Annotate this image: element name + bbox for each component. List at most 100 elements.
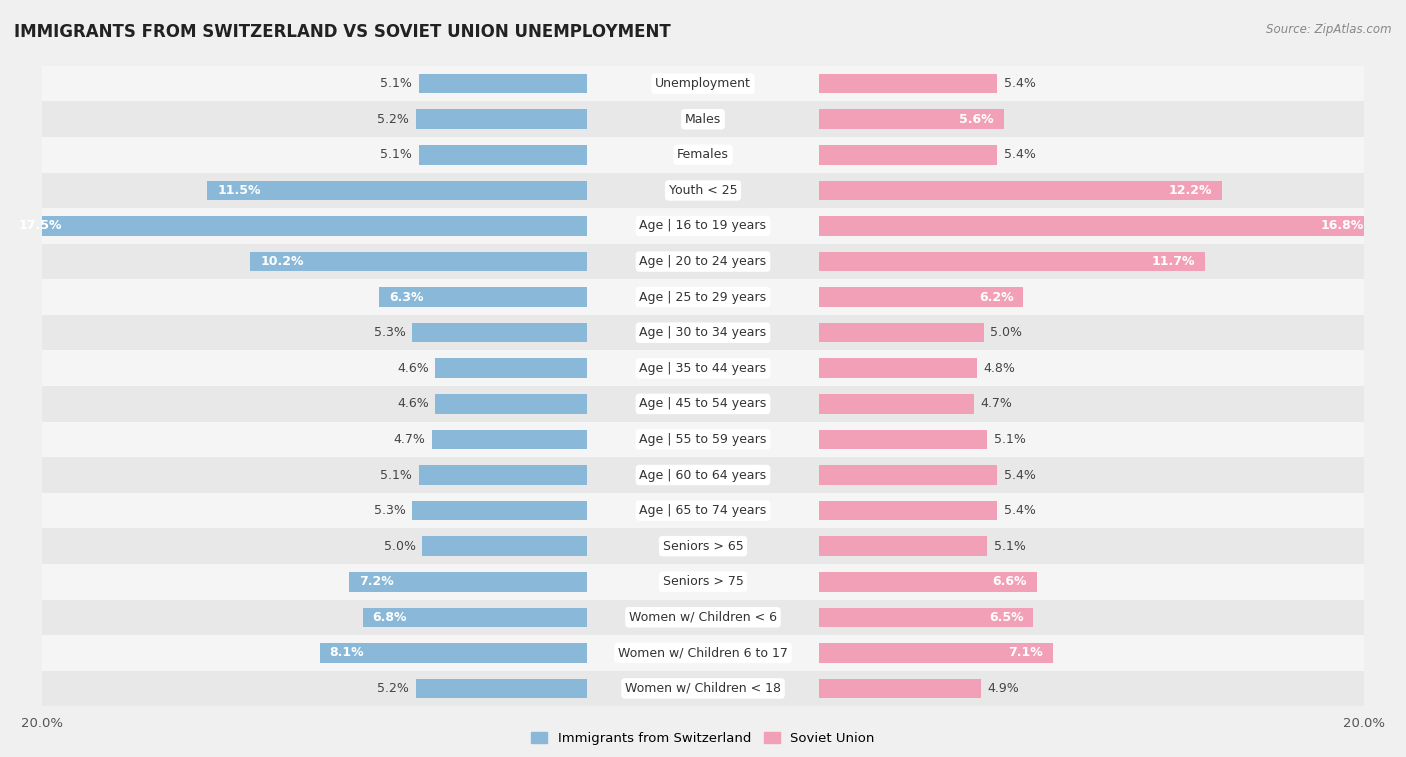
Text: Age | 45 to 54 years: Age | 45 to 54 years: [640, 397, 766, 410]
Bar: [818, 501, 997, 520]
Text: Females: Females: [678, 148, 728, 161]
Text: 5.2%: 5.2%: [377, 682, 409, 695]
Text: 6.2%: 6.2%: [979, 291, 1014, 304]
Text: 5.1%: 5.1%: [994, 433, 1025, 446]
Text: Males: Males: [685, 113, 721, 126]
Text: 5.2%: 5.2%: [377, 113, 409, 126]
Text: 16.8%: 16.8%: [1320, 220, 1364, 232]
Bar: [818, 679, 980, 698]
Text: Age | 25 to 29 years: Age | 25 to 29 years: [640, 291, 766, 304]
Bar: [10, 217, 588, 235]
Text: 5.0%: 5.0%: [384, 540, 416, 553]
Text: 4.6%: 4.6%: [396, 397, 429, 410]
Bar: [42, 244, 1364, 279]
Text: 5.6%: 5.6%: [959, 113, 994, 126]
Bar: [380, 288, 588, 307]
Text: Age | 20 to 24 years: Age | 20 to 24 years: [640, 255, 766, 268]
Bar: [432, 430, 588, 449]
Text: Age | 55 to 59 years: Age | 55 to 59 years: [640, 433, 766, 446]
Text: Age | 65 to 74 years: Age | 65 to 74 years: [640, 504, 766, 517]
Text: Age | 16 to 19 years: Age | 16 to 19 years: [640, 220, 766, 232]
Text: 10.2%: 10.2%: [260, 255, 304, 268]
Bar: [818, 181, 1222, 200]
Bar: [42, 101, 1364, 137]
Bar: [207, 181, 588, 200]
Bar: [412, 501, 588, 520]
Text: Women w/ Children < 6: Women w/ Children < 6: [628, 611, 778, 624]
Bar: [42, 528, 1364, 564]
Text: 5.4%: 5.4%: [1004, 504, 1036, 517]
Text: 5.1%: 5.1%: [381, 77, 412, 90]
Text: 4.7%: 4.7%: [394, 433, 426, 446]
Text: 12.2%: 12.2%: [1168, 184, 1212, 197]
Bar: [818, 643, 1053, 662]
Bar: [818, 252, 1205, 271]
Bar: [42, 457, 1364, 493]
Bar: [42, 66, 1364, 101]
Text: 5.3%: 5.3%: [374, 504, 405, 517]
Bar: [436, 359, 588, 378]
Text: 6.6%: 6.6%: [993, 575, 1026, 588]
Bar: [319, 643, 588, 662]
Text: 5.4%: 5.4%: [1004, 77, 1036, 90]
Text: 4.7%: 4.7%: [980, 397, 1012, 410]
Bar: [42, 635, 1364, 671]
Bar: [42, 564, 1364, 600]
Text: Unemployment: Unemployment: [655, 77, 751, 90]
Text: Women w/ Children < 18: Women w/ Children < 18: [626, 682, 780, 695]
Bar: [419, 466, 588, 484]
Bar: [818, 145, 997, 164]
Text: 8.1%: 8.1%: [329, 646, 364, 659]
Text: Age | 60 to 64 years: Age | 60 to 64 years: [640, 469, 766, 481]
Bar: [436, 394, 588, 413]
Text: 5.4%: 5.4%: [1004, 469, 1036, 481]
Text: 5.4%: 5.4%: [1004, 148, 1036, 161]
Bar: [818, 217, 1374, 235]
Bar: [350, 572, 588, 591]
Bar: [42, 315, 1364, 350]
Text: Age | 30 to 34 years: Age | 30 to 34 years: [640, 326, 766, 339]
Text: Seniors > 75: Seniors > 75: [662, 575, 744, 588]
Bar: [416, 679, 588, 698]
Bar: [818, 466, 997, 484]
Text: 5.1%: 5.1%: [994, 540, 1025, 553]
Text: 5.0%: 5.0%: [990, 326, 1022, 339]
Text: 7.1%: 7.1%: [1008, 646, 1043, 659]
Text: Age | 35 to 44 years: Age | 35 to 44 years: [640, 362, 766, 375]
Bar: [42, 208, 1364, 244]
Text: 11.5%: 11.5%: [218, 184, 260, 197]
Text: 5.3%: 5.3%: [374, 326, 405, 339]
Bar: [42, 386, 1364, 422]
Text: 11.7%: 11.7%: [1152, 255, 1195, 268]
Bar: [42, 422, 1364, 457]
Bar: [818, 288, 1024, 307]
Text: 4.9%: 4.9%: [987, 682, 1019, 695]
Text: 5.1%: 5.1%: [381, 469, 412, 481]
Text: 6.8%: 6.8%: [373, 611, 408, 624]
Bar: [818, 572, 1036, 591]
Bar: [818, 430, 987, 449]
Text: 6.3%: 6.3%: [389, 291, 423, 304]
Text: 4.6%: 4.6%: [396, 362, 429, 375]
Bar: [818, 74, 997, 93]
Bar: [42, 671, 1364, 706]
Bar: [818, 537, 987, 556]
Bar: [42, 137, 1364, 173]
Bar: [818, 608, 1033, 627]
Text: 7.2%: 7.2%: [360, 575, 394, 588]
Bar: [416, 110, 588, 129]
Bar: [818, 394, 974, 413]
Text: Women w/ Children 6 to 17: Women w/ Children 6 to 17: [619, 646, 787, 659]
Bar: [818, 110, 1004, 129]
Bar: [412, 323, 588, 342]
Bar: [818, 359, 977, 378]
Text: IMMIGRANTS FROM SWITZERLAND VS SOVIET UNION UNEMPLOYMENT: IMMIGRANTS FROM SWITZERLAND VS SOVIET UN…: [14, 23, 671, 41]
Bar: [363, 608, 588, 627]
Bar: [42, 350, 1364, 386]
Text: Source: ZipAtlas.com: Source: ZipAtlas.com: [1267, 23, 1392, 36]
Bar: [818, 323, 984, 342]
Bar: [42, 493, 1364, 528]
Text: 17.5%: 17.5%: [20, 220, 62, 232]
Text: 4.8%: 4.8%: [984, 362, 1015, 375]
Bar: [250, 252, 588, 271]
